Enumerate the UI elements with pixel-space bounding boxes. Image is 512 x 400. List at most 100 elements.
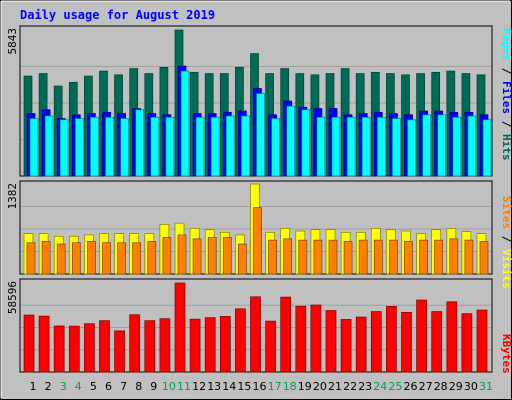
bar-visits-sites-sites-19: [298, 239, 308, 275]
bar-hits-files-pages-pages-3: [59, 119, 69, 177]
panel-kbytes-max-label: 58596: [6, 281, 19, 314]
bar-hits-files-pages-pages-24: [376, 116, 386, 177]
panel-hits-files-pages-max-label: 5843: [6, 28, 19, 55]
bar-kbytes-kbytes-8: [129, 314, 141, 373]
legend-files: Files: [500, 81, 512, 114]
bar-hits-files-pages-pages-16: [256, 93, 265, 177]
bar-hits-files-pages-pages-15: [241, 115, 250, 177]
x-tick-label-31: 31: [479, 380, 493, 393]
legend-kbytes: KBytes: [500, 334, 512, 374]
bar-kbytes-kbytes-4: [68, 325, 80, 373]
bar-hits-files-pages-pages-1: [29, 118, 39, 177]
bar-kbytes-kbytes-30: [461, 313, 473, 373]
x-tick-label-3: 3: [60, 380, 67, 393]
x-tick-label-10: 10: [162, 380, 176, 393]
legend-hits-files-pages: Pages / Files / Hits: [500, 28, 512, 161]
x-tick-label-11: 11: [177, 380, 191, 393]
bar-hits-files-pages-pages-5: [90, 116, 99, 177]
bar-hits-files-pages-pages-7: [120, 118, 129, 177]
bar-visits-sites-sites-22: [343, 241, 353, 275]
bar-hits-files-pages-pages-14: [225, 115, 235, 177]
x-tick-label-25: 25: [388, 380, 402, 393]
bar-hits-files-pages-pages-10: [165, 116, 175, 177]
bar-visits-sites-sites-20: [313, 239, 323, 275]
bar-visits-sites-sites-28: [434, 239, 444, 275]
bar-kbytes-kbytes-15: [235, 308, 246, 373]
x-tick-label-18: 18: [283, 380, 297, 393]
bar-kbytes-kbytes-22: [340, 319, 352, 373]
bar-visits-sites-sites-13: [207, 237, 217, 275]
bar-hits-files-pages-pages-4: [74, 118, 84, 177]
bar-kbytes-kbytes-6: [99, 320, 110, 373]
x-tick-label-19: 19: [298, 380, 312, 393]
x-tick-label-26: 26: [404, 380, 418, 393]
legend-visits: Visits: [500, 249, 512, 289]
x-tick-label-21: 21: [328, 380, 342, 393]
bar-visits-sites-sites-7: [117, 242, 126, 275]
bar-kbytes-kbytes-7: [114, 330, 125, 373]
x-tick-label-8: 8: [135, 380, 142, 393]
legend-visits-sites: Sites / Visits: [500, 196, 512, 289]
legend-sep-2: /: [500, 114, 512, 134]
bar-hits-files-pages-pages-25: [392, 118, 401, 177]
bar-hits-files-pages-pages-22: [346, 116, 356, 177]
bar-hits-files-pages-pages-26: [407, 119, 416, 177]
bar-visits-sites-sites-27: [419, 239, 428, 275]
x-tick-label-20: 20: [313, 380, 327, 393]
x-tick-label-2: 2: [45, 380, 52, 393]
bar-visits-sites-sites-9: [147, 241, 157, 275]
legend-pages: Pages: [500, 28, 512, 61]
x-tick-label-4: 4: [75, 380, 82, 393]
x-tick-label-13: 13: [207, 380, 221, 393]
bar-hits-files-pages-pages-28: [437, 114, 447, 177]
bar-visits-sites-sites-30: [464, 239, 474, 275]
bar-visits-sites-sites-16: [253, 207, 262, 275]
bar-kbytes-kbytes-14: [219, 316, 231, 373]
x-tick-label-27: 27: [419, 380, 433, 393]
bar-kbytes-kbytes-1: [23, 314, 35, 373]
bar-visits-sites-sites-5: [87, 241, 96, 275]
x-tick-label-17: 17: [268, 380, 282, 393]
bar-hits-files-pages-pages-13: [210, 116, 220, 177]
x-tick-label-23: 23: [358, 380, 372, 393]
legend-sep-3: /: [500, 229, 512, 249]
bar-kbytes-kbytes-16: [250, 296, 261, 373]
bar-visits-sites-sites-11: [177, 234, 187, 275]
bar-hits-files-pages-pages-30: [467, 115, 477, 177]
bar-visits-sites-sites-17: [268, 239, 277, 275]
x-tick-label-1: 1: [30, 380, 37, 393]
x-tick-label-7: 7: [120, 380, 127, 393]
x-axis-labels: 1 2 3 4 5 6 7 8 9 10 11 12 13 14 15 16 17 18 19 20 21 22 23 24 2…: [30, 380, 494, 393]
legend-hits: Hits: [500, 134, 512, 161]
bar-kbytes-kbytes-11: [174, 282, 186, 373]
bar-visits-sites-sites-15: [238, 243, 247, 275]
x-tick-label-14: 14: [222, 380, 236, 393]
bar-kbytes-kbytes-3: [53, 325, 65, 373]
bar-kbytes-kbytes-12: [189, 318, 201, 373]
bar-visits-sites-sites-1: [26, 242, 36, 275]
x-tick-label-22: 22: [343, 380, 357, 393]
bar-kbytes-kbytes-19: [295, 305, 307, 373]
x-tick-label-28: 28: [434, 380, 448, 393]
bar-kbytes-kbytes-2: [38, 315, 50, 373]
bar-hits-files-pages-pages-9: [150, 116, 160, 177]
bar-visits-sites-sites-10: [162, 237, 172, 275]
bar-visits-sites-sites-14: [222, 237, 232, 275]
bar-kbytes-kbytes-24: [370, 311, 382, 373]
x-tick-label-29: 29: [449, 380, 463, 393]
bar-hits-files-pages-pages-12: [195, 116, 205, 177]
bar-kbytes-kbytes-31: [476, 309, 488, 373]
panel-visits-sites-max-label: 1382: [6, 183, 19, 210]
bar-kbytes-kbytes-23: [355, 316, 367, 373]
bar-kbytes-kbytes-28: [431, 311, 443, 373]
bar-visits-sites-sites-2: [41, 241, 51, 275]
bar-visits-sites-sites-12: [192, 238, 202, 275]
bar-hits-files-pages-pages-17: [271, 118, 280, 177]
bar-visits-sites-sites-4: [71, 242, 81, 275]
x-tick-label-15: 15: [237, 380, 251, 393]
bar-kbytes-kbytes-13: [204, 317, 216, 373]
bar-visits-sites-sites-31: [479, 241, 489, 275]
bar-hits-files-pages-pages-29: [452, 116, 462, 177]
bar-visits-sites-sites-21: [328, 239, 338, 275]
